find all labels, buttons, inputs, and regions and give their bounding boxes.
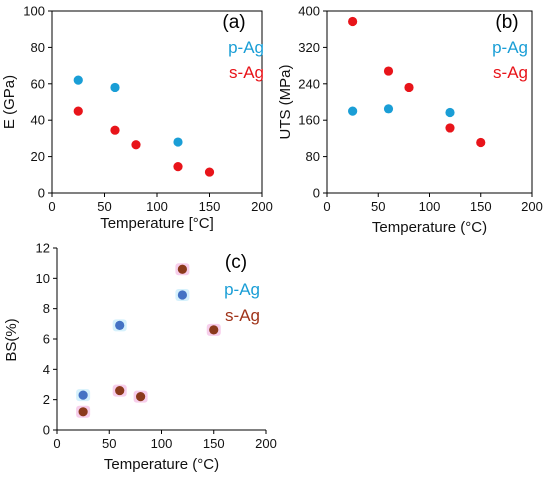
data-point-s-ag bbox=[348, 16, 358, 27]
y-axis-label: BS(%) bbox=[3, 318, 20, 361]
data-point-s-ag bbox=[131, 140, 141, 150]
y-axis-label: E (GPa) bbox=[1, 75, 18, 129]
data-point-s-ag bbox=[78, 407, 88, 417]
data-point-p-ag bbox=[78, 390, 88, 400]
chart-panel-b: 0 50 100 150 200 0 80 160 240 320 400 Temperature (… bbox=[277, 4, 543, 237]
y-tick-label: 240 bbox=[298, 76, 320, 91]
panel-label: (c) bbox=[225, 252, 247, 273]
y-tick-label: 10 bbox=[36, 271, 50, 286]
y-tick-label: 80 bbox=[31, 40, 45, 55]
y-tick-label: 160 bbox=[298, 113, 320, 128]
x-axis-label: Temperature [°C] bbox=[100, 215, 214, 232]
y-tick-label: 100 bbox=[23, 4, 45, 19]
y-tick-label: 400 bbox=[298, 4, 320, 19]
x-tick-label: 100 bbox=[419, 199, 441, 214]
y-tick-label: 20 bbox=[31, 149, 45, 164]
y-tick-label: 320 bbox=[298, 40, 320, 55]
y-tick-label: 60 bbox=[31, 76, 45, 91]
data-point-p-ag bbox=[73, 75, 83, 85]
y-axis-label: UTS (MPa) bbox=[277, 64, 294, 139]
x-tick-label: 0 bbox=[323, 199, 330, 214]
y-tick-label: 0 bbox=[38, 186, 45, 201]
x-tick-label: 100 bbox=[146, 199, 168, 214]
data-point-p-ag bbox=[383, 104, 394, 114]
panel-label: (b) bbox=[495, 12, 518, 33]
data-point-s-ag bbox=[173, 162, 183, 172]
panel-label: (a) bbox=[222, 12, 245, 33]
data-point-s-ag bbox=[204, 167, 215, 177]
x-tick-label: 50 bbox=[102, 436, 116, 451]
y-tick-label: 40 bbox=[31, 113, 45, 128]
x-tick-label: 150 bbox=[203, 436, 225, 451]
legend-entry-s-ag: s-Ag bbox=[229, 63, 264, 82]
data-point-p-ag bbox=[173, 137, 183, 147]
x-tick-label: 0 bbox=[48, 199, 55, 214]
y-tick-label: 8 bbox=[43, 301, 50, 316]
data-point-p-ag bbox=[110, 82, 120, 93]
y-tick-label: 0 bbox=[313, 186, 320, 201]
data-point-s-ag bbox=[136, 392, 146, 402]
x-tick-label: 200 bbox=[255, 436, 277, 451]
x-tick-label: 150 bbox=[470, 199, 492, 214]
data-point-s-ag bbox=[383, 66, 394, 76]
y-tick-label: 6 bbox=[43, 332, 50, 347]
y-tick-label: 80 bbox=[306, 149, 320, 164]
legend-entry-p-ag: p-Ag bbox=[224, 280, 260, 299]
y-tick-label: 2 bbox=[43, 392, 50, 407]
legend-entry-p-ag: p-Ag bbox=[492, 38, 528, 57]
y-tick-label: 12 bbox=[36, 241, 50, 256]
data-point-s-ag bbox=[110, 125, 120, 135]
data-point-s-ag bbox=[404, 82, 414, 93]
x-tick-label: 50 bbox=[371, 199, 385, 214]
data-point-s-ag bbox=[476, 137, 486, 148]
x-tick-label: 200 bbox=[251, 199, 273, 214]
data-point-p-ag bbox=[348, 106, 358, 116]
x-axis-label: Temperature (°C) bbox=[104, 456, 219, 473]
x-tick-label: 100 bbox=[151, 436, 173, 451]
y-tick-label: 4 bbox=[43, 362, 50, 377]
legend-entry-s-ag: s-Ag bbox=[493, 63, 528, 82]
x-axis-label: Temperature (°C) bbox=[372, 219, 487, 236]
data-point-p-ag bbox=[445, 107, 455, 118]
chart-panel-c: 0 50 100 150 200 0 2 4 6 8 10 12 Temperature (°C) BS(… bbox=[3, 241, 277, 474]
data-point-s-ag bbox=[115, 385, 125, 396]
x-tick-label: 0 bbox=[53, 436, 60, 451]
x-tick-label: 200 bbox=[521, 199, 543, 214]
data-point-s-ag bbox=[445, 123, 455, 133]
data-point-s-ag bbox=[209, 325, 219, 335]
legend-entry-s-ag: s-Ag bbox=[225, 306, 260, 325]
legend-entry-p-ag: p-Ag bbox=[228, 38, 264, 57]
x-tick-label: 150 bbox=[199, 199, 221, 214]
x-tick-label: 50 bbox=[97, 199, 111, 214]
data-point-s-ag bbox=[177, 264, 187, 274]
data-point-p-ag bbox=[177, 290, 187, 300]
y-tick-label: 0 bbox=[43, 423, 50, 438]
data-point-p-ag bbox=[115, 320, 125, 330]
data-point-s-ag bbox=[73, 106, 83, 116]
